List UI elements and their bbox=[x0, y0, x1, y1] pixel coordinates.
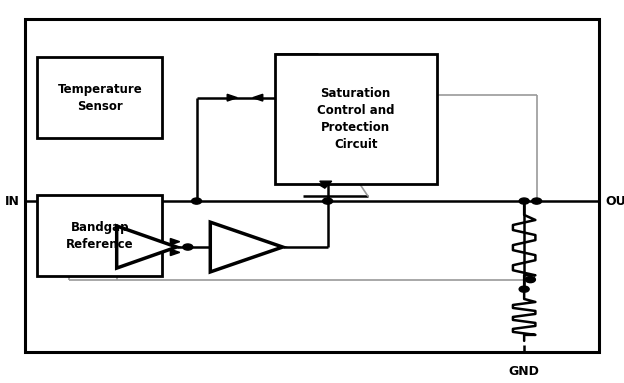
Polygon shape bbox=[319, 181, 332, 187]
Circle shape bbox=[532, 198, 542, 204]
Polygon shape bbox=[253, 94, 263, 101]
Bar bbox=[37, 195, 162, 276]
Bar bbox=[37, 57, 162, 138]
Circle shape bbox=[525, 277, 535, 283]
Polygon shape bbox=[170, 239, 180, 245]
Text: Bandgap
Reference: Bandgap Reference bbox=[66, 221, 134, 250]
Circle shape bbox=[183, 244, 193, 250]
Text: Saturation
Control and
Protection
Circuit: Saturation Control and Protection Circui… bbox=[317, 87, 394, 151]
Text: GND: GND bbox=[509, 365, 540, 378]
Polygon shape bbox=[170, 249, 180, 255]
Circle shape bbox=[519, 286, 529, 292]
Polygon shape bbox=[210, 222, 283, 272]
Text: IN: IN bbox=[5, 195, 20, 208]
Text: OUT: OUT bbox=[605, 195, 624, 208]
Circle shape bbox=[519, 198, 529, 204]
Text: Temperature
Sensor: Temperature Sensor bbox=[57, 83, 142, 113]
Bar bbox=[25, 19, 599, 352]
Polygon shape bbox=[117, 226, 177, 268]
Circle shape bbox=[323, 198, 333, 204]
Bar bbox=[275, 54, 437, 184]
Circle shape bbox=[192, 198, 202, 204]
Polygon shape bbox=[227, 94, 237, 101]
